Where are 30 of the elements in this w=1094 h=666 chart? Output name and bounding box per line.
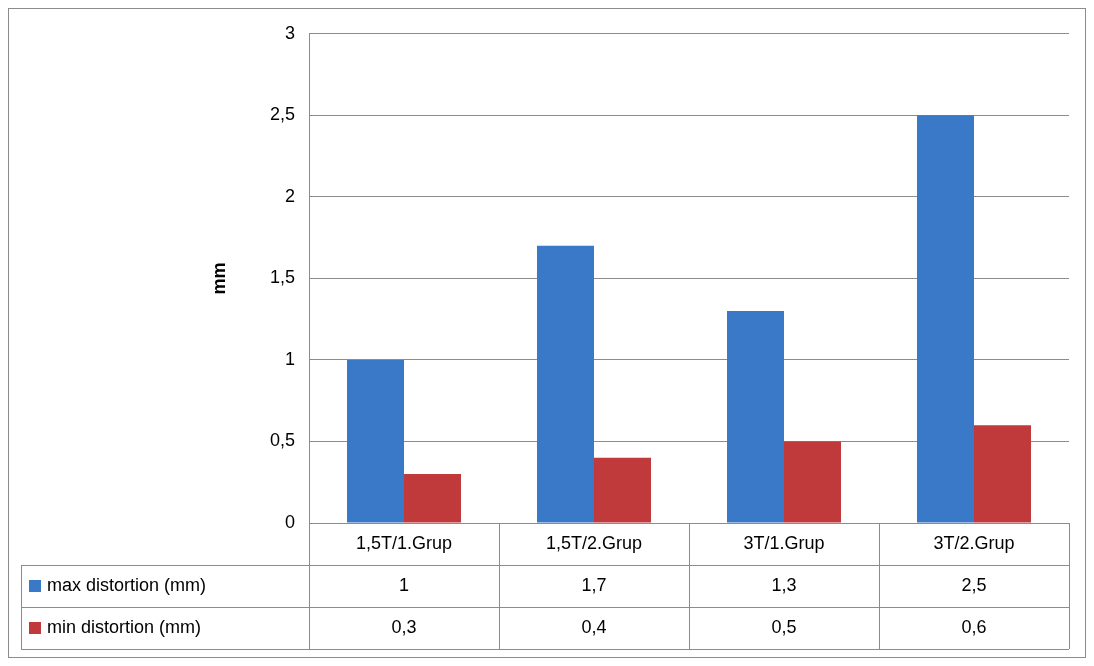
y-tick-label: 0 [284,511,295,532]
x-tick-label: 3T/1.Grup [743,532,825,553]
bar [917,115,974,523]
data-label: 1,7 [581,574,607,595]
bar [727,311,784,523]
bar [784,441,841,523]
data-label: 2,5 [961,574,987,595]
data-label: 1 [398,574,410,595]
y-axis-title: mm [208,262,229,295]
y-tick-label: 3 [284,22,295,43]
legend-label: min distortion (mm) [47,616,202,637]
y-tick-label: 1,5 [269,267,295,288]
bar [974,425,1031,523]
y-tick-label: 2,5 [269,104,295,125]
data-label: 0,6 [961,616,987,637]
y-tick-label: 0,5 [269,430,295,451]
bar [347,359,404,523]
x-tick-label: 1,5T/2.Grup [545,532,643,553]
bar [594,457,651,523]
y-tick-label: 1 [284,348,295,369]
y-tick-label: 2 [284,185,295,206]
x-tick-label: 3T/2.Grup [933,532,1015,553]
data-label: 0,3 [391,616,417,637]
bar [404,474,461,523]
bar [537,245,594,523]
data-label: 1,3 [771,574,797,595]
legend-label: max distortion (mm) [47,574,207,595]
x-tick-label: 1,5T/1.Grup [355,532,453,553]
data-label: 0,5 [771,616,797,637]
data-label: 0,4 [581,616,607,637]
